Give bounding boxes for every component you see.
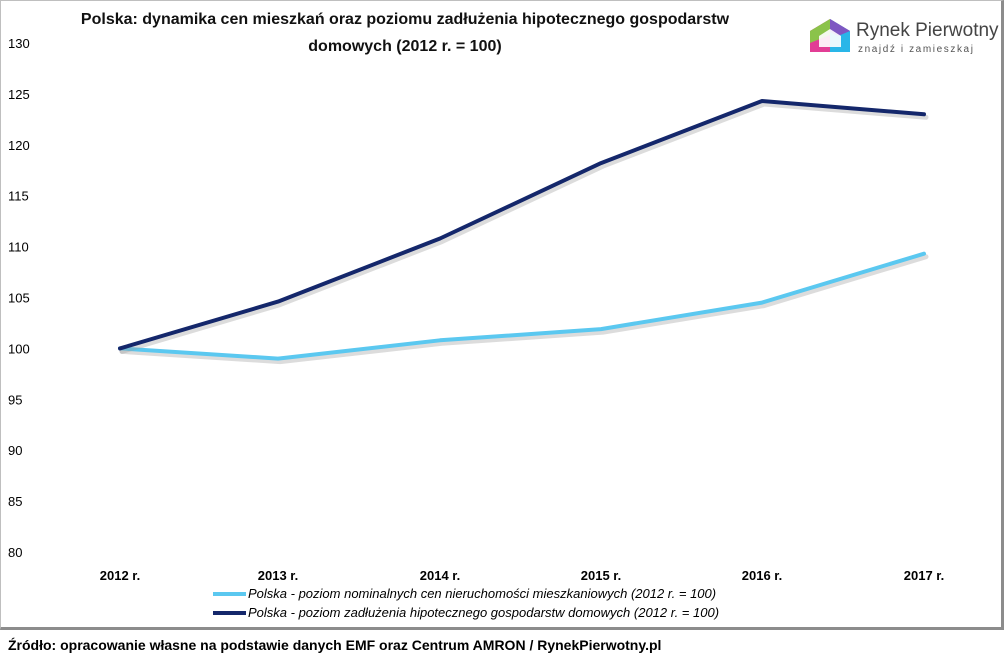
series-line-shadow bbox=[119, 254, 929, 365]
y-tick-label: 115 bbox=[8, 189, 29, 204]
y-tick-label: 90 bbox=[8, 443, 22, 458]
y-tick-label: 100 bbox=[8, 341, 30, 356]
x-tick-label: 2016 r. bbox=[742, 568, 783, 583]
x-tick-label: 2014 r. bbox=[420, 568, 461, 583]
house-logo-icon bbox=[810, 19, 850, 52]
x-tick-label: 2012 r. bbox=[100, 568, 141, 583]
series-line-1 bbox=[118, 251, 926, 361]
y-tick-label: 125 bbox=[8, 87, 30, 102]
legend: Polska - poziom nominalnych cen nierucho… bbox=[213, 586, 719, 620]
y-tick-label: 130 bbox=[8, 36, 30, 51]
x-tick-label: 2015 r. bbox=[581, 568, 622, 583]
x-axis: 2012 r. 2013 r. 2014 r. 2015 r. 2016 r. 2017 … bbox=[100, 568, 945, 583]
series-lines bbox=[118, 99, 929, 365]
brand-tagline: znajdź i zamieszkaj bbox=[858, 44, 975, 55]
brand-name: Rynek Pierwotny bbox=[856, 20, 999, 41]
legend-label: Polska - poziom nominalnych cen nierucho… bbox=[248, 586, 716, 601]
chart-frame bbox=[0, 0, 1004, 630]
legend-label: Polska - poziom zadłużenia hipotecznego … bbox=[248, 605, 719, 620]
y-tick-label: 110 bbox=[8, 240, 29, 255]
y-tick-label: 105 bbox=[8, 291, 30, 306]
y-tick-label: 85 bbox=[8, 494, 22, 509]
y-tick-label: 80 bbox=[8, 545, 22, 560]
y-axis: 80 85 90 95 100 105 110 115 120 125 130 bbox=[8, 36, 30, 560]
y-tick-label: 120 bbox=[8, 138, 30, 153]
x-tick-label: 2017 r. bbox=[904, 568, 945, 583]
source-note: Źródło: opracowanie własne na podstawie … bbox=[8, 637, 662, 653]
series-line-shadow bbox=[119, 101, 929, 354]
brand-logo: Rynek Pierwotny znajdź i zamieszkaj bbox=[810, 19, 999, 55]
series-line-2 bbox=[118, 99, 926, 351]
x-tick-label: 2013 r. bbox=[258, 568, 299, 583]
chart-title-line-2: domowych (2012 r. = 100) bbox=[308, 38, 501, 55]
y-tick-label: 95 bbox=[8, 392, 22, 407]
line-chart: Polska: dynamika cen mieszkań oraz pozio… bbox=[8, 11, 999, 620]
chart-title-line-1: Polska: dynamika cen mieszkań oraz pozio… bbox=[81, 11, 730, 28]
